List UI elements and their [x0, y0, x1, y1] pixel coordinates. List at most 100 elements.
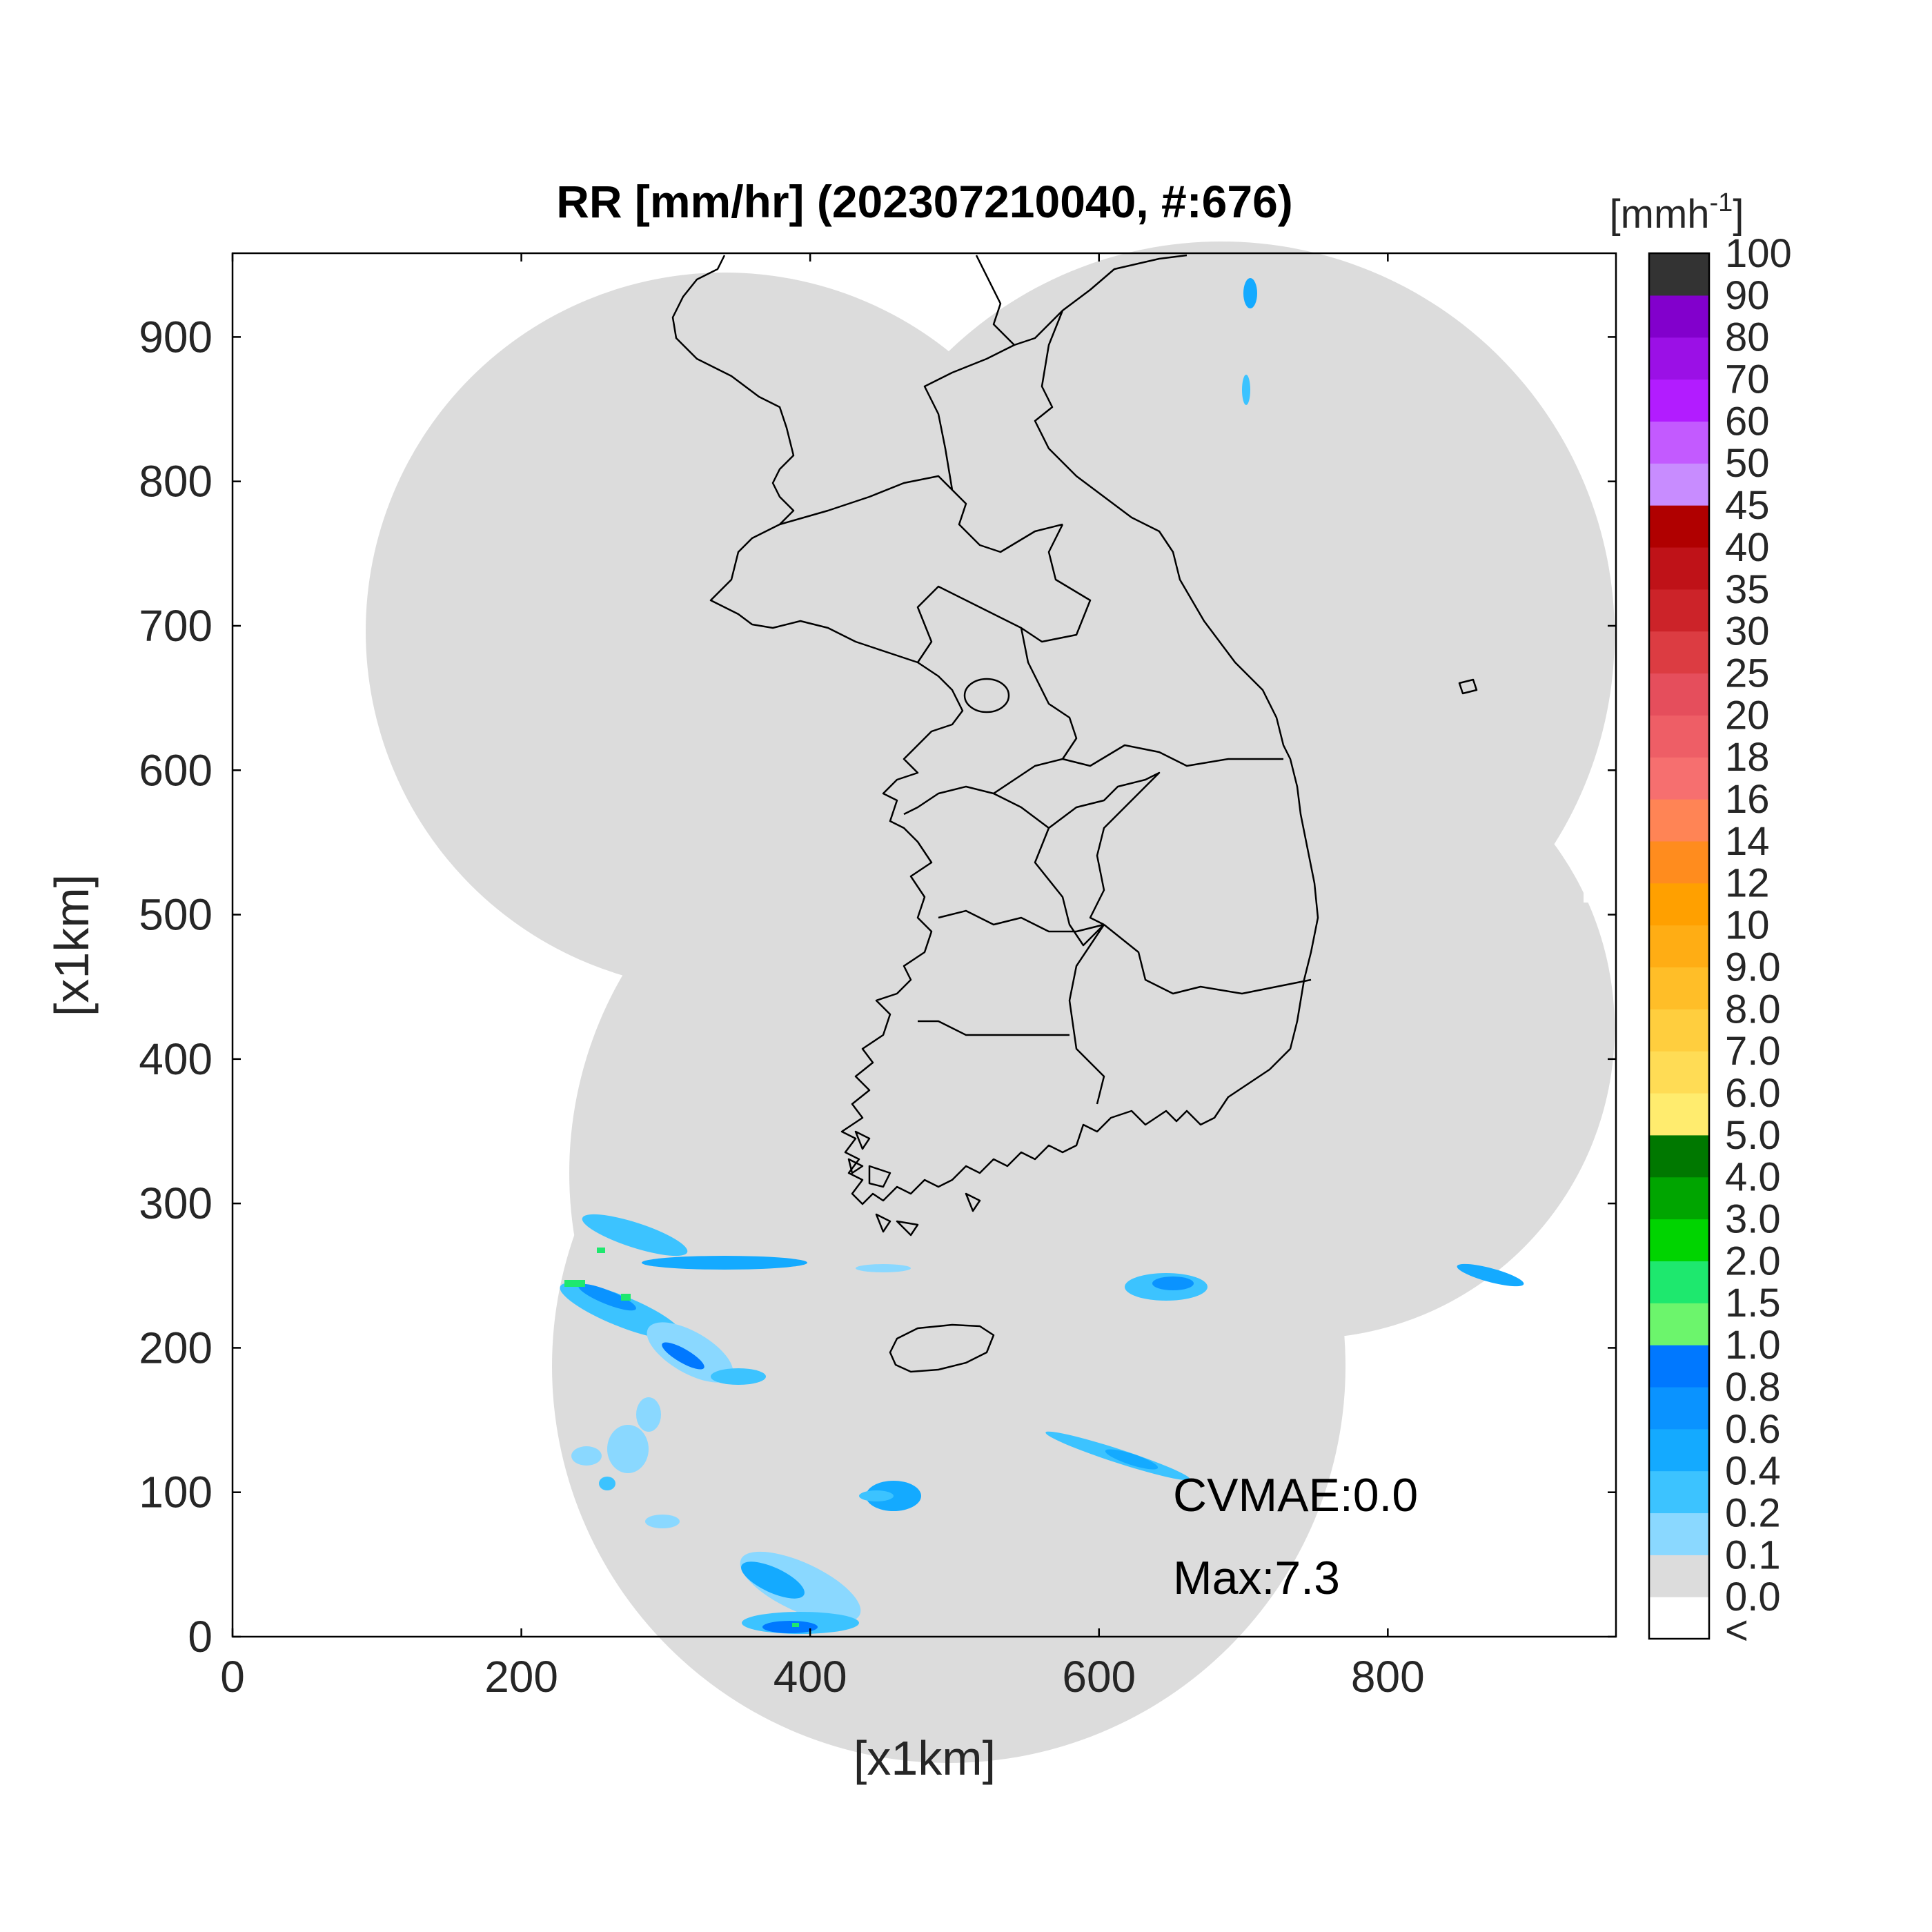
colorbar-tick-label: 30 [1725, 609, 1770, 654]
colorbar-swatch [1649, 1345, 1709, 1388]
rain-echo [1242, 375, 1250, 405]
coastline-and-boundaries [671, 254, 1478, 1373]
southwest-islands [847, 1130, 981, 1236]
colorbar-tick-label: 12 [1725, 861, 1770, 906]
rain-echo [1105, 1449, 1159, 1470]
colorbar-tick-label: 0.6 [1725, 1407, 1781, 1452]
colorbar-swatch [1649, 1428, 1709, 1472]
colorbar-tick-label: 18 [1725, 735, 1770, 780]
y-tick-label: 900 [139, 312, 213, 362]
colorbar-tick-label: 2.0 [1725, 1239, 1781, 1283]
colorbar-swatch [1649, 1470, 1709, 1514]
colorbar-swatch [1649, 883, 1709, 926]
y-axis-label: [x1km] [45, 874, 99, 1016]
colorbar-tick-label: 7.0 [1725, 1029, 1781, 1074]
colorbar-tick-label: 6.0 [1725, 1071, 1781, 1116]
coverage-fill [635, 883, 1339, 1311]
colorbar-under-label: < [1725, 1608, 1748, 1653]
colorbar-tick-label: 70 [1725, 357, 1770, 402]
colorbar-swatch [1649, 421, 1709, 464]
y-tick-label: 0 [188, 1612, 213, 1662]
colorbar-tick-label: 60 [1725, 399, 1770, 444]
rain-echo [741, 1561, 805, 1599]
colorbar-swatch [1649, 253, 1709, 296]
colorbar-swatch [1649, 1134, 1709, 1178]
colorbar-tick-label: 0.2 [1725, 1490, 1781, 1535]
x-axis: 0 200 400 600 800 [220, 253, 1425, 1702]
colorbar-tick-label: 5.0 [1725, 1113, 1781, 1158]
rain-echo [578, 1283, 636, 1311]
colorbar-swatch [1649, 1512, 1709, 1555]
colorbar-swatch [1649, 1219, 1709, 1261]
rain-echo-core [564, 1280, 585, 1287]
colorbar-swatch [1649, 631, 1709, 674]
rain-echo-core [597, 1248, 605, 1253]
colorbar-tick-label: 50 [1725, 441, 1770, 486]
colorbar-unit: [mmh-1] [1610, 188, 1744, 237]
rain-echo [582, 1214, 688, 1256]
rain-cluster-south [740, 1481, 921, 1634]
colorbar-tick-label: 90 [1725, 273, 1770, 318]
rain-echo [645, 1515, 680, 1528]
colorbar-tick-label: 20 [1725, 693, 1770, 738]
colorbar-tick-label: 1.0 [1725, 1323, 1781, 1368]
colorbar-swatch [1649, 840, 1709, 884]
rain-echo [1152, 1276, 1194, 1290]
jeju-island [889, 1323, 995, 1373]
colorbar-tick-label: 25 [1725, 651, 1770, 696]
coverage-gap [1584, 890, 1615, 903]
y-tick-label: 700 [139, 601, 213, 651]
colorbar-swatch [1649, 295, 1709, 338]
x-tick-label: 400 [773, 1652, 847, 1702]
rain-cluster-southwest-band [560, 1214, 807, 1528]
rain-echo [599, 1477, 615, 1490]
y-tick-label: 300 [139, 1179, 213, 1228]
rain-echo [1243, 278, 1257, 308]
cvmae-annotation: CVMAE:0.0 [1173, 1469, 1418, 1521]
rain-echo [607, 1425, 649, 1473]
y-axis: 0 100 200 300 400 500 600 700 800 900 [139, 312, 1616, 1662]
rain-cluster-southeast [856, 278, 1524, 1481]
colorbar-swatch [1649, 1092, 1709, 1136]
colorbar-swatch [1649, 967, 1709, 1009]
colorbar-tick-label: 80 [1725, 315, 1770, 360]
ulleung-island [1458, 678, 1478, 695]
colorbar-swatch [1649, 379, 1709, 422]
colorbar-swatch [1649, 1555, 1709, 1597]
colorbar-swatch [1649, 925, 1709, 968]
x-tick-label: 200 [484, 1652, 558, 1702]
colorbar-swatch [1649, 673, 1709, 716]
colorbar-tick-label: 8.0 [1725, 987, 1781, 1032]
colorbar-frame [1648, 252, 1711, 1640]
seoul-boundary [963, 678, 1010, 713]
rain-echo-core [621, 1294, 631, 1301]
colorbar-labels: 0.00.10.20.40.60.81.01.52.03.04.05.06.07… [1725, 231, 1792, 1653]
colorbar-swatch [1649, 715, 1709, 758]
colorbar-swatch [1649, 505, 1709, 548]
colorbar: [mmh-1] 0.00.10.20.40.60.81.01.52.03.04.… [1610, 188, 1792, 1653]
rain-echo [762, 1621, 818, 1633]
max-annotation: Max:7.3 [1173, 1552, 1340, 1604]
colorbar-tick-label: 4.0 [1725, 1155, 1781, 1200]
colorbar-swatch [1649, 589, 1709, 632]
rain-echo [642, 1256, 807, 1270]
peninsula-outline [671, 254, 1319, 1205]
y-tick-label: 400 [139, 1034, 213, 1084]
x-tick-label: 0 [220, 1652, 245, 1702]
colorbar-tick-label: 10 [1725, 903, 1770, 948]
x-axis-label: [x1km] [854, 1731, 996, 1785]
colorbar-tick-label: 0.0 [1725, 1575, 1781, 1619]
y-tick-label: 600 [139, 745, 213, 795]
rain-echo [859, 1490, 894, 1501]
colorbar-tick-label: 0.4 [1725, 1449, 1781, 1494]
rain-echoes [560, 278, 1524, 1634]
rain-echo [571, 1446, 602, 1466]
colorbar-swatch [1649, 1386, 1709, 1430]
colorbar-swatch [1649, 1051, 1709, 1094]
colorbar-tick-label: 35 [1725, 567, 1770, 612]
colorbar-swatches [1649, 253, 1709, 1639]
colorbar-tick-label: 16 [1725, 777, 1770, 822]
rain-echo [711, 1368, 766, 1385]
colorbar-tick-label: 14 [1725, 819, 1770, 864]
